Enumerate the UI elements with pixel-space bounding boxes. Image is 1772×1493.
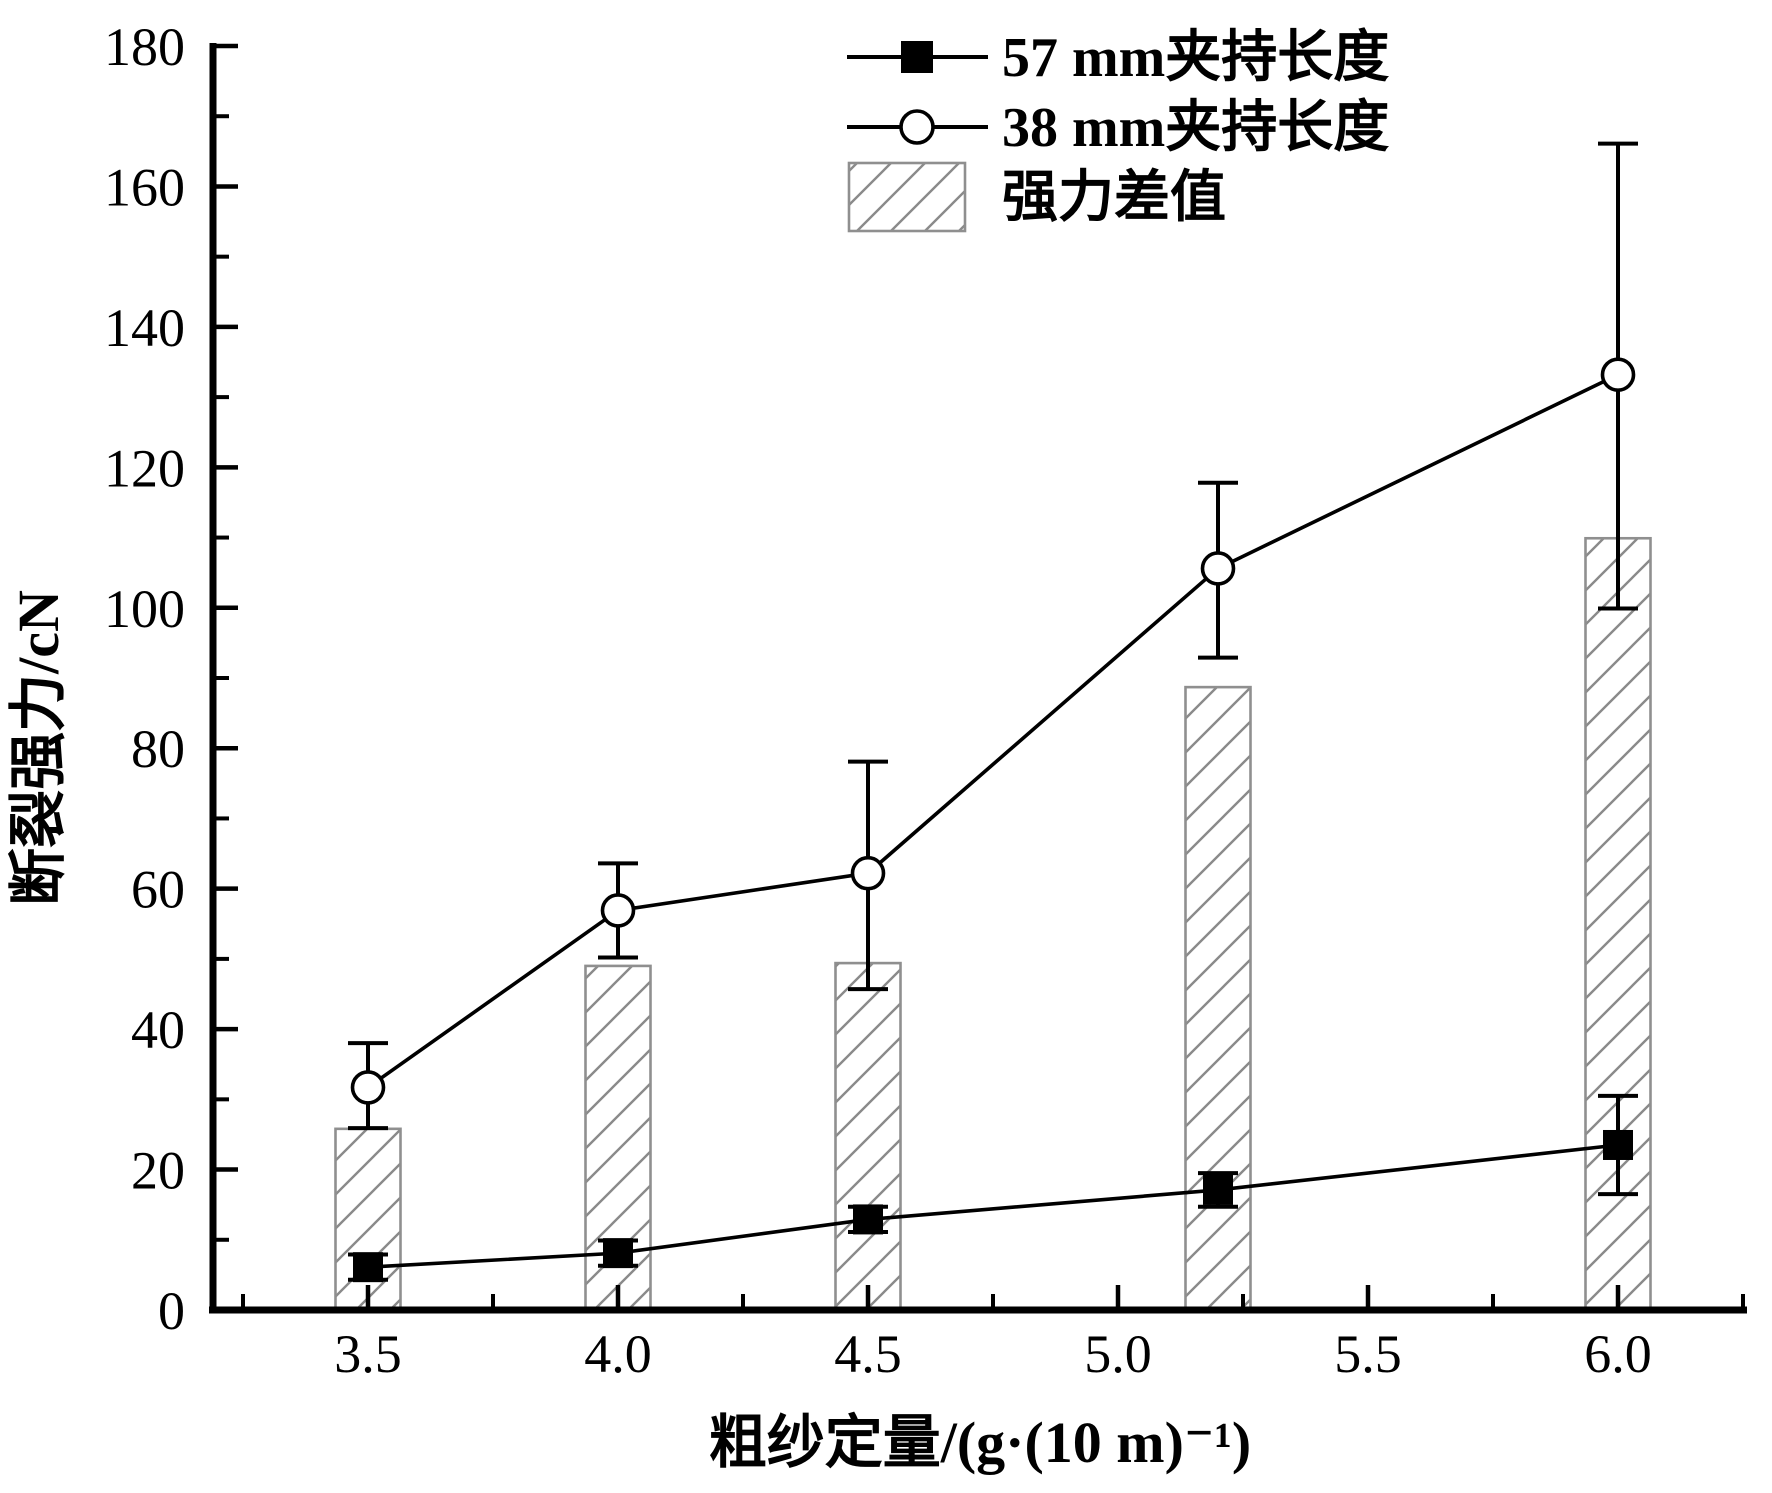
y-tick-label: 140 [104,298,185,358]
circle-marker [850,855,886,891]
y-axis-title: 断裂强力/cN [6,590,71,906]
difference-bar [834,961,902,1312]
legend-label-38mm: 38 mm夹持长度 [1002,97,1389,159]
y-tick-label: 100 [104,579,185,639]
x-tick-label: 6.0 [1584,1324,1652,1384]
legend-circle-marker-icon [899,109,935,145]
line-series-group [348,141,1638,1283]
y-tick-label: 0 [158,1281,185,1341]
x-axis-title: 粗纱定量/(g·(10 m)⁻¹) [709,1410,1252,1475]
y-tick-label: 160 [104,157,185,217]
difference-bars-group [334,536,1652,1312]
series-57mm-line [367,1143,1619,1269]
legend-item-difference: 强力差值 [847,161,1226,233]
square-marker [1203,1174,1233,1205]
x-tick-label: 3.5 [334,1324,402,1384]
x-tick-label: 4.5 [834,1324,902,1384]
series-38mm-line [366,373,1619,1089]
y-tick-label: 120 [104,438,185,498]
square-marker [853,1204,883,1235]
x-tick-label: 4.0 [584,1324,652,1384]
square-marker [603,1238,633,1269]
legend-label-difference: 强力差值 [1002,167,1226,229]
circle-marker [1200,551,1236,586]
legend-hatch-swatch-icon [847,161,967,233]
y-tick-label: 180 [104,17,185,77]
y-tick-label: 80 [131,719,185,779]
legend-square-marker-icon [901,41,933,73]
y-tick-label: 20 [131,1141,185,1201]
circle-marker [1600,357,1636,392]
x-tick-label: 5.5 [1334,1324,1402,1384]
legend-label-57mm: 57 mm夹持长度 [1002,27,1389,89]
y-tick-label: 60 [131,860,185,920]
circle-marker [600,893,636,928]
difference-bar [334,1127,402,1312]
legend-item-38mm: 38 mm夹持长度 [847,97,1389,159]
square-marker [353,1252,383,1283]
legend-item-57mm: 57 mm夹持长度 [847,27,1389,89]
y-tick-label: 40 [131,1000,185,1060]
circle-marker [350,1070,386,1105]
axes-group: 0 20 40 60 80 100 120 140 160 180 3.5 4.0 4.5 5.0 5.5 6… [104,17,1747,1384]
x-tick-label: 5.0 [1084,1324,1152,1384]
square-marker [1603,1129,1633,1160]
difference-bar [1184,685,1252,1312]
